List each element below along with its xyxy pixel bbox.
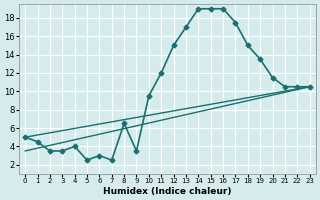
- X-axis label: Humidex (Indice chaleur): Humidex (Indice chaleur): [103, 187, 232, 196]
